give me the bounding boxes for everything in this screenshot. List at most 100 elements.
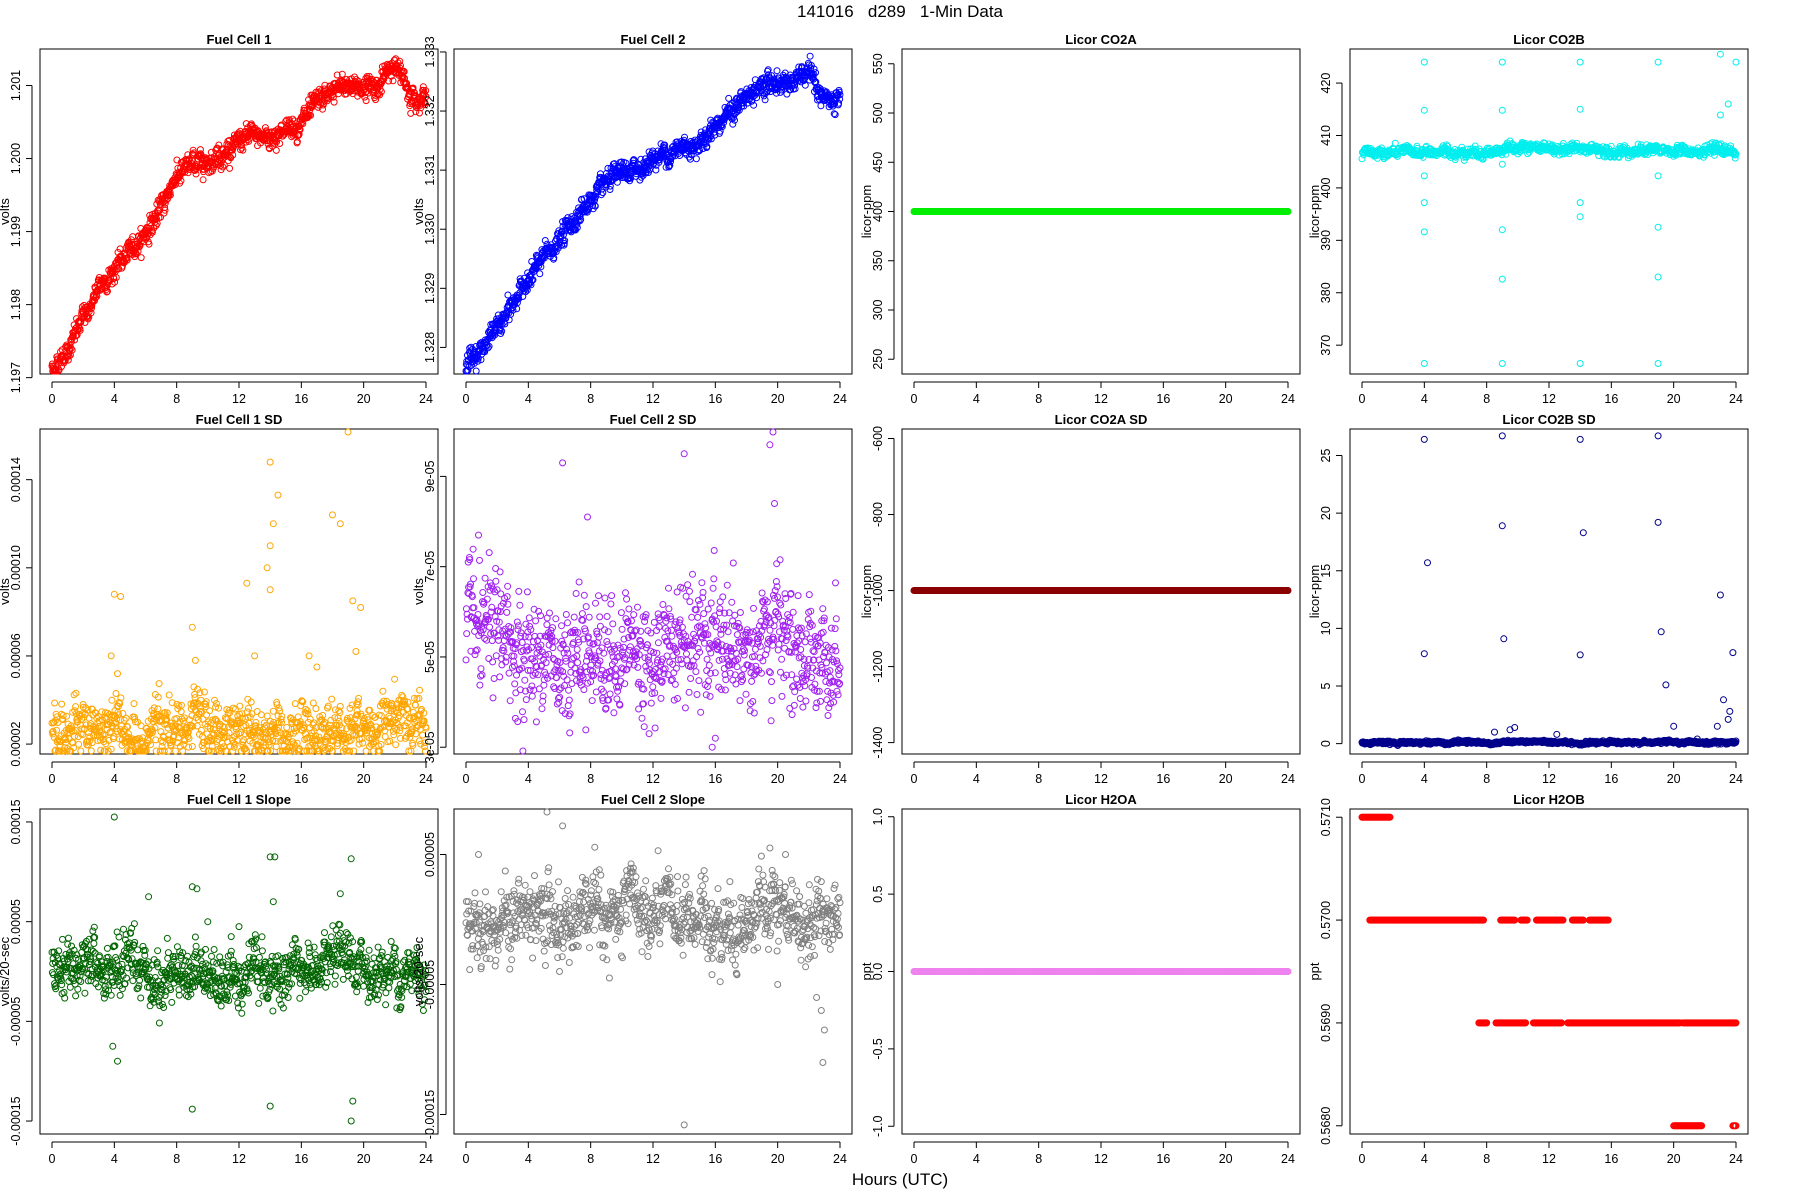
y-tick-label: 3e-05 — [423, 731, 437, 763]
x-tick-label: 4 — [525, 772, 532, 786]
data-point — [483, 595, 491, 603]
data-point — [817, 102, 825, 110]
y-tick-label: 1.331 — [423, 154, 437, 185]
data-point — [225, 152, 233, 160]
panel-title: Licor CO2B — [1513, 32, 1585, 47]
data-point — [1498, 226, 1506, 234]
data-point — [108, 696, 116, 704]
data-point — [295, 130, 303, 138]
data-point — [283, 724, 291, 731]
data-point — [243, 579, 251, 587]
data-point — [239, 146, 247, 154]
panel-fuel-cell-2: Fuel Cell 20 4 8 12 16 20 241.3281.3291.3301.3… — [411, 32, 853, 406]
data-point — [1576, 213, 1584, 221]
data-point — [476, 556, 483, 564]
y-tick-label: 1.197 — [9, 362, 23, 393]
data-point — [328, 695, 336, 703]
data-point — [479, 589, 487, 596]
data-point — [1576, 105, 1584, 113]
data-point — [478, 671, 486, 679]
data-point — [333, 71, 341, 79]
x-tick-label: 24 — [833, 392, 847, 406]
data-point — [1654, 58, 1662, 66]
panel-title: Fuel Cell 1 — [206, 32, 271, 47]
y-tick-label: 0.00002 — [9, 721, 23, 766]
data-point — [200, 688, 208, 696]
data-point — [541, 237, 549, 244]
data-point — [294, 132, 302, 140]
y-tick-label: 9e-05 — [423, 460, 437, 492]
data-points — [910, 208, 1292, 215]
data-point — [1576, 360, 1584, 367]
x-tick-label: 12 — [232, 392, 246, 406]
x-tick-label: 0 — [463, 392, 470, 406]
data-point — [271, 140, 279, 148]
data-point — [220, 161, 228, 169]
data-point — [203, 711, 211, 719]
data-point — [344, 428, 352, 436]
x-tick-label: 12 — [1094, 392, 1108, 406]
data-point — [272, 146, 280, 154]
data-point — [112, 274, 120, 281]
data-point — [462, 656, 470, 664]
data-point — [245, 704, 252, 712]
x-tick-label: 8 — [173, 772, 180, 786]
data-point — [362, 97, 370, 105]
x-tick-label: 24 — [419, 392, 433, 406]
data-point — [336, 709, 344, 717]
data-point — [469, 545, 477, 553]
data-point — [335, 90, 342, 98]
data-point — [357, 604, 365, 611]
data-point — [58, 700, 66, 708]
x-tick-label: 4 — [525, 392, 532, 406]
panel-title: Fuel Cell 2 — [620, 32, 685, 47]
data-point — [806, 52, 814, 60]
data-points — [1358, 50, 1740, 367]
data-point — [1576, 199, 1584, 207]
x-tick-label: 20 — [1667, 392, 1681, 406]
y-tick-label: 500 — [871, 103, 885, 124]
data-point — [165, 691, 173, 699]
data-point — [1654, 360, 1662, 367]
data-point — [1498, 58, 1506, 66]
x-tick-label: 24 — [1281, 392, 1295, 406]
data-point — [219, 163, 227, 171]
data-point — [55, 366, 63, 374]
y-tick-label: 450 — [871, 152, 885, 173]
data-point — [70, 691, 78, 699]
data-point — [152, 736, 160, 744]
data-point — [189, 146, 197, 154]
data-point — [266, 458, 274, 466]
data-point — [1654, 223, 1662, 231]
data-point — [329, 511, 336, 519]
page-title: 141016 d289 1-Min Data — [796, 2, 1004, 21]
y-tick-label: 550 — [871, 53, 885, 74]
y-tick-label: 0.00006 — [9, 633, 23, 678]
data-point — [481, 574, 489, 582]
x-tick-label: 0 — [463, 772, 470, 786]
x-tick-label: 4 — [973, 392, 980, 406]
data-points — [462, 52, 844, 375]
y-tick-label: 300 — [871, 300, 885, 321]
data-points — [48, 55, 430, 375]
data-point — [477, 665, 485, 673]
data-point — [229, 747, 237, 755]
x-tick-label: 20 — [357, 772, 371, 786]
data-point — [261, 124, 269, 132]
y-tick-label: 410 — [1319, 125, 1333, 146]
plot-frame — [39, 428, 439, 755]
data-point — [329, 93, 337, 101]
data-point — [136, 241, 144, 249]
data-point — [323, 97, 331, 105]
data-point — [68, 346, 76, 354]
data-point — [157, 213, 165, 221]
x-tick-label: 12 — [646, 772, 660, 786]
data-point — [1654, 273, 1662, 281]
data-point — [66, 351, 74, 359]
data-point — [379, 687, 387, 695]
x-tick-label: 16 — [708, 392, 722, 406]
data-point — [72, 703, 80, 711]
x-tick-label: 16 — [294, 392, 308, 406]
